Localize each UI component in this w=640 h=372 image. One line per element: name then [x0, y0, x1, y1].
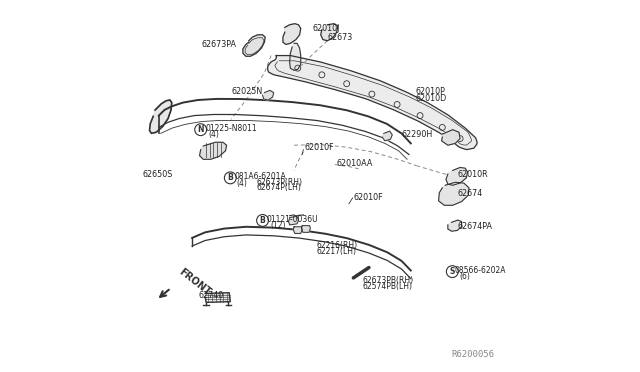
Text: 081A6-6201A: 081A6-6201A [234, 172, 286, 181]
Polygon shape [446, 167, 467, 185]
Text: 62010AA: 62010AA [337, 159, 373, 168]
Text: (4): (4) [209, 130, 220, 140]
Polygon shape [301, 226, 310, 232]
Circle shape [446, 266, 458, 278]
Text: 62217(LH): 62217(LH) [316, 247, 356, 256]
Polygon shape [382, 131, 392, 141]
Text: (6): (6) [459, 272, 470, 281]
Text: 01225-N8011: 01225-N8011 [205, 124, 257, 133]
Text: 62740: 62740 [198, 291, 224, 300]
Polygon shape [321, 24, 338, 41]
Text: 62010F: 62010F [353, 193, 383, 202]
Text: 62010D: 62010D [415, 94, 447, 103]
Polygon shape [150, 100, 172, 134]
Text: (12): (12) [270, 221, 285, 230]
Polygon shape [283, 24, 301, 44]
Polygon shape [448, 220, 461, 231]
Text: 62574PB(LH): 62574PB(LH) [363, 282, 413, 291]
Text: 62010R: 62010R [457, 170, 488, 179]
Text: 62673P(RH): 62673P(RH) [257, 178, 303, 187]
Text: 62673PA: 62673PA [202, 40, 237, 49]
Text: 62010P: 62010P [415, 87, 445, 96]
Polygon shape [262, 90, 274, 100]
Text: 01121-0036U: 01121-0036U [266, 215, 318, 224]
Text: 62674: 62674 [457, 189, 483, 198]
Text: 62216(RH): 62216(RH) [316, 241, 357, 250]
Text: 62674P(LH): 62674P(LH) [257, 183, 302, 192]
Text: 62290H: 62290H [401, 129, 433, 139]
Text: 62010J: 62010J [312, 24, 340, 33]
Text: 62010F: 62010F [305, 142, 334, 151]
Circle shape [257, 215, 269, 227]
Text: B: B [260, 216, 266, 225]
Text: B: B [227, 173, 233, 182]
Text: R6200056: R6200056 [451, 350, 494, 359]
Text: 62673: 62673 [328, 32, 353, 42]
Polygon shape [290, 43, 301, 70]
Polygon shape [200, 142, 227, 159]
Polygon shape [205, 293, 230, 302]
Polygon shape [243, 35, 265, 56]
Circle shape [225, 172, 236, 184]
Polygon shape [442, 130, 460, 145]
Text: 62674PA: 62674PA [457, 222, 492, 231]
Text: 08566-6202A: 08566-6202A [454, 266, 506, 275]
Circle shape [195, 124, 207, 136]
Text: N: N [197, 125, 204, 134]
Text: FRONT: FRONT [177, 267, 213, 298]
Text: 62673PB(RH): 62673PB(RH) [363, 276, 413, 285]
Text: (4): (4) [237, 179, 248, 187]
Polygon shape [293, 227, 302, 234]
Polygon shape [289, 217, 298, 225]
Text: 62025N: 62025N [231, 87, 262, 96]
Text: 62650S: 62650S [142, 170, 173, 179]
Polygon shape [438, 182, 469, 205]
Polygon shape [268, 55, 477, 150]
Text: S: S [450, 267, 455, 276]
